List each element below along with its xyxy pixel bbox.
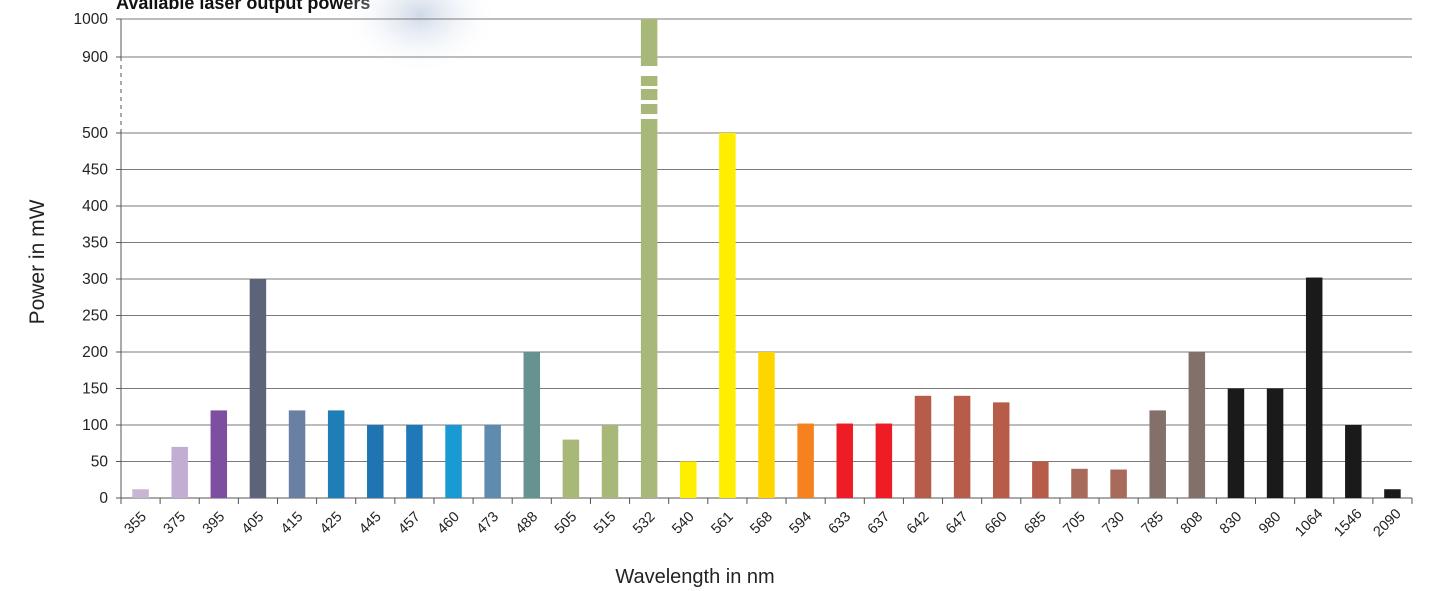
axis-break-gap <box>639 114 659 119</box>
bar <box>758 352 775 498</box>
y-tick-label: 250 <box>82 308 108 325</box>
x-tick-label: 405 <box>239 509 267 537</box>
x-tick-label: 540 <box>669 509 697 537</box>
bar <box>210 410 228 498</box>
bar <box>719 133 736 498</box>
x-tick-label: 2090 <box>1371 506 1405 540</box>
x-tick-label: 830 <box>1217 509 1245 537</box>
bar <box>171 446 188 498</box>
y-tick-label: 150 <box>82 381 108 398</box>
x-tick-label: 425 <box>317 509 345 537</box>
x-tick-label: 375 <box>161 509 189 537</box>
axis-break-gap <box>639 100 659 104</box>
bar <box>914 395 932 498</box>
bar <box>680 461 697 498</box>
background-glow <box>340 0 500 75</box>
bar <box>367 425 384 498</box>
x-tick-label: 355 <box>122 509 150 537</box>
x-tick-label: 460 <box>434 509 462 537</box>
x-tick-label: 730 <box>1100 509 1128 537</box>
bar <box>953 395 971 498</box>
bar <box>875 423 893 498</box>
y-tick-label: 100 <box>82 417 108 434</box>
y-tick-label: 350 <box>82 235 108 252</box>
bar <box>601 425 619 498</box>
bar <box>1266 388 1284 498</box>
bar <box>1149 410 1166 498</box>
bar <box>797 423 814 498</box>
x-tick-label: 568 <box>747 509 775 537</box>
x-tick-label: 685 <box>1021 509 1049 537</box>
axis-break-gap <box>639 66 659 76</box>
bar <box>1305 277 1323 498</box>
x-tick-label: 415 <box>278 509 306 537</box>
bar <box>288 410 306 498</box>
x-tick-label: 633 <box>826 509 854 537</box>
y-tick-label: 0 <box>99 490 108 507</box>
bar <box>562 439 580 498</box>
bar <box>1345 425 1362 498</box>
x-tick-label: 395 <box>200 509 228 537</box>
y-tick-label: 200 <box>82 344 108 361</box>
x-tick-label: 642 <box>904 509 932 537</box>
bar <box>484 425 501 498</box>
bar <box>1227 388 1245 498</box>
bar <box>1032 461 1049 498</box>
x-tick-label: 532 <box>630 509 658 537</box>
y-tick-label: 450 <box>82 162 108 179</box>
y-tick-label: 500 <box>82 125 108 142</box>
x-tick-label: 660 <box>982 509 1010 537</box>
bar <box>1384 489 1401 498</box>
y-tick-label: 400 <box>82 198 108 215</box>
x-tick-label: 473 <box>474 509 502 537</box>
bar <box>327 410 345 498</box>
x-tick-label: 445 <box>356 509 384 537</box>
x-tick-label: 1546 <box>1331 506 1365 540</box>
bar <box>992 402 1010 498</box>
bar <box>1188 352 1206 498</box>
bar <box>445 425 462 498</box>
bar <box>249 279 267 498</box>
x-tick-label: 505 <box>552 509 580 537</box>
bar <box>640 19 658 498</box>
bar <box>523 352 541 498</box>
bar <box>132 489 149 498</box>
x-tick-label: 705 <box>1060 509 1088 537</box>
x-tick-label: 488 <box>513 509 541 537</box>
x-tick-label: 785 <box>1139 509 1167 537</box>
x-tick-label: 457 <box>395 509 423 537</box>
x-tick-label: 637 <box>865 509 893 537</box>
x-tick-label: 594 <box>787 509 815 537</box>
y-tick-label: 900 <box>82 49 108 66</box>
bar <box>1071 468 1088 498</box>
x-tick-label: 1064 <box>1292 506 1326 540</box>
chart-title: Available laser output powers <box>116 0 371 13</box>
x-tick-label: 808 <box>1178 509 1206 537</box>
x-tick-label: 515 <box>591 509 619 537</box>
axis-break-gap <box>639 86 659 89</box>
y-tick-label: 50 <box>91 454 109 471</box>
bar <box>406 425 423 498</box>
bar <box>1110 469 1127 498</box>
x-tick-label: 647 <box>943 509 971 537</box>
bar <box>836 423 853 498</box>
x-tick-label: 980 <box>1256 509 1284 537</box>
x-tick-label: 561 <box>708 509 736 537</box>
y-tick-label: 1000 <box>74 11 109 28</box>
x-axis-label: Wavelength in nm <box>615 566 775 588</box>
y-tick-label: 300 <box>82 271 108 288</box>
